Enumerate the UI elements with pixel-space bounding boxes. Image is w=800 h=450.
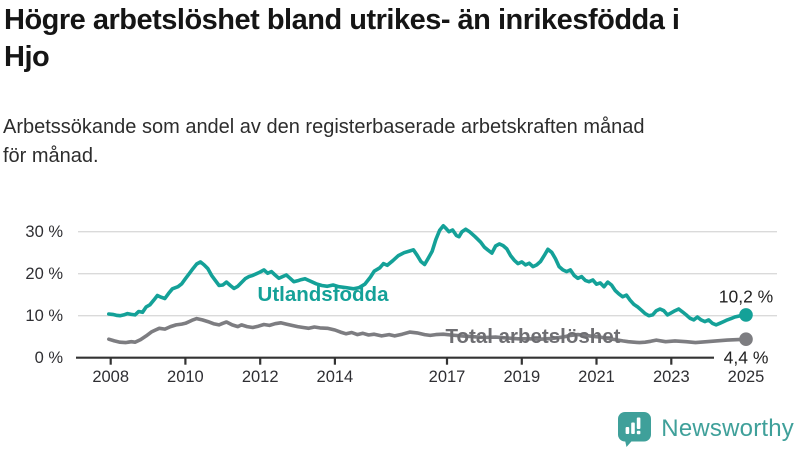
x-tick-label: 2023 (653, 368, 690, 386)
y-tick-label: 30 % (25, 223, 63, 241)
end-label-backing (714, 348, 778, 367)
x-tick-label: 2017 (429, 368, 466, 386)
bar-chart-speech-bubble-icon (618, 412, 652, 447)
x-tick-label: 2014 (317, 368, 354, 386)
title-line-1: Högre arbetslöshet bland utrikes- än inr… (4, 4, 680, 36)
series-label-utlandsf-dda: Utlandsfödda (258, 283, 390, 306)
x-tick-label: 2025 (728, 368, 765, 386)
y-tick-label: 20 % (25, 265, 63, 283)
chart-subtitle: Arbetssökande som andel av den registerb… (3, 113, 795, 171)
series-end-dot-total-arbetsl-shet (739, 332, 753, 347)
y-tick-label: 0 % (35, 349, 64, 367)
subtitle-line-2: för månad. (3, 145, 99, 167)
x-tick-label: 2019 (503, 368, 540, 386)
series-label-total-arbetsl-shet: Total arbetslöshet (445, 325, 620, 348)
series-end-label-total-arbetsl-shet: 4,4 % (724, 348, 769, 368)
brand-name: Newsworthy (661, 415, 794, 442)
x-tick-label: 2012 (242, 368, 279, 386)
title-line-2: Hjo (4, 40, 50, 73)
series-end-dot-utlandsf-dda (739, 308, 753, 322)
series-line-total-arbetsl-shet (107, 316, 748, 345)
newsworthy-logo: Newsworthy (617, 411, 794, 447)
subtitle-line-1: Arbetssökande som andel av den registerb… (3, 116, 645, 138)
x-tick-label: 2010 (167, 368, 204, 386)
x-tick-label: 2008 (92, 368, 129, 386)
x-tick-label: 2021 (578, 368, 615, 386)
series-line-utlandsf-dda (107, 224, 748, 327)
page-title: Högre arbetslöshet bland utrikes- än inr… (4, 2, 796, 75)
series-end-label-utlandsf-dda: 10,2 % (719, 287, 773, 307)
y-tick-label: 10 % (25, 307, 63, 325)
